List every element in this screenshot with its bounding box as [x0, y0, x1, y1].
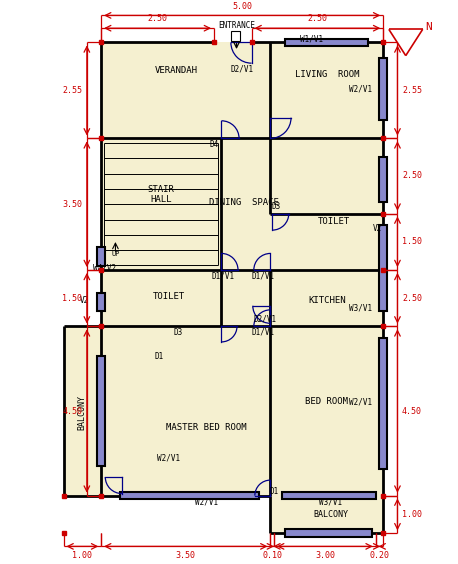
Bar	[379, 157, 387, 202]
Text: 1.50: 1.50	[62, 294, 82, 303]
Bar	[379, 338, 387, 469]
Text: 2.50: 2.50	[307, 14, 327, 23]
Text: D1/V1: D1/V1	[251, 271, 274, 280]
Text: W2/V1: W2/V1	[349, 85, 372, 94]
Text: W4/V2: W4/V2	[93, 263, 116, 272]
Bar	[231, 31, 240, 41]
Text: 1.00: 1.00	[402, 510, 422, 519]
Text: STAIR
HALL: STAIR HALL	[148, 185, 175, 205]
Bar	[379, 225, 387, 311]
Text: W3/V1: W3/V1	[349, 303, 372, 312]
Bar	[285, 39, 368, 46]
Text: D1/V1: D1/V1	[212, 271, 235, 280]
Text: 5.00: 5.00	[232, 2, 252, 11]
Bar	[98, 356, 105, 465]
Bar	[64, 327, 101, 496]
Bar	[98, 248, 105, 266]
Bar	[98, 293, 105, 311]
Text: W3/V1: W3/V1	[319, 498, 342, 507]
Bar	[101, 42, 383, 496]
Text: D1/V1: D1/V1	[251, 328, 274, 337]
Text: D1: D1	[155, 352, 164, 361]
Text: 2.50: 2.50	[402, 171, 422, 180]
Text: BALCONY: BALCONY	[78, 395, 87, 430]
Text: 4.50: 4.50	[402, 407, 422, 416]
Text: N: N	[425, 23, 432, 33]
Text: BALCONY: BALCONY	[313, 510, 348, 519]
Text: 0.10: 0.10	[262, 551, 282, 560]
Text: DINING  SPACE: DINING SPACE	[209, 198, 279, 207]
Text: W2/V1: W2/V1	[195, 498, 218, 507]
Text: W2/V1: W2/V1	[349, 397, 372, 406]
Text: TOILET: TOILET	[153, 292, 185, 301]
Text: D2/V1: D2/V1	[230, 64, 254, 73]
Text: UP: UP	[111, 251, 120, 257]
Text: D3: D3	[174, 328, 183, 337]
Text: V2: V2	[80, 296, 89, 305]
Bar	[285, 530, 372, 537]
Text: V2: V2	[373, 224, 382, 233]
Text: D4: D4	[209, 139, 218, 148]
Text: 2.50: 2.50	[402, 294, 422, 303]
Text: 3.00: 3.00	[315, 551, 335, 560]
Text: 2.55: 2.55	[402, 86, 422, 95]
Text: 1.00: 1.00	[72, 551, 93, 560]
Bar	[282, 492, 376, 499]
Text: W1/V1: W1/V1	[300, 34, 323, 43]
Text: D3: D3	[272, 201, 281, 210]
Text: 2.50: 2.50	[147, 14, 168, 23]
Text: 3.50: 3.50	[176, 551, 196, 560]
Text: D1: D1	[269, 487, 279, 496]
Text: 2.55: 2.55	[62, 86, 82, 95]
Text: 4.50: 4.50	[62, 407, 82, 416]
Text: 1.50: 1.50	[402, 237, 422, 246]
Text: MASTER BED ROOM: MASTER BED ROOM	[166, 424, 247, 433]
Bar	[120, 492, 259, 499]
Text: LIVING  ROOM: LIVING ROOM	[294, 70, 359, 79]
Bar	[379, 58, 387, 120]
Text: KITCHEN: KITCHEN	[308, 296, 346, 305]
Text: D2/V1: D2/V1	[253, 314, 276, 323]
Text: ENTRANCE: ENTRANCE	[218, 21, 255, 30]
Text: VERANDAH: VERANDAH	[155, 66, 198, 75]
Text: BED ROOM: BED ROOM	[305, 397, 348, 406]
Text: 0.20: 0.20	[370, 551, 389, 560]
Text: W2/V1: W2/V1	[157, 453, 180, 462]
Text: TOILET: TOILET	[318, 217, 350, 226]
Bar	[270, 496, 383, 533]
Text: 3.50: 3.50	[62, 200, 82, 209]
